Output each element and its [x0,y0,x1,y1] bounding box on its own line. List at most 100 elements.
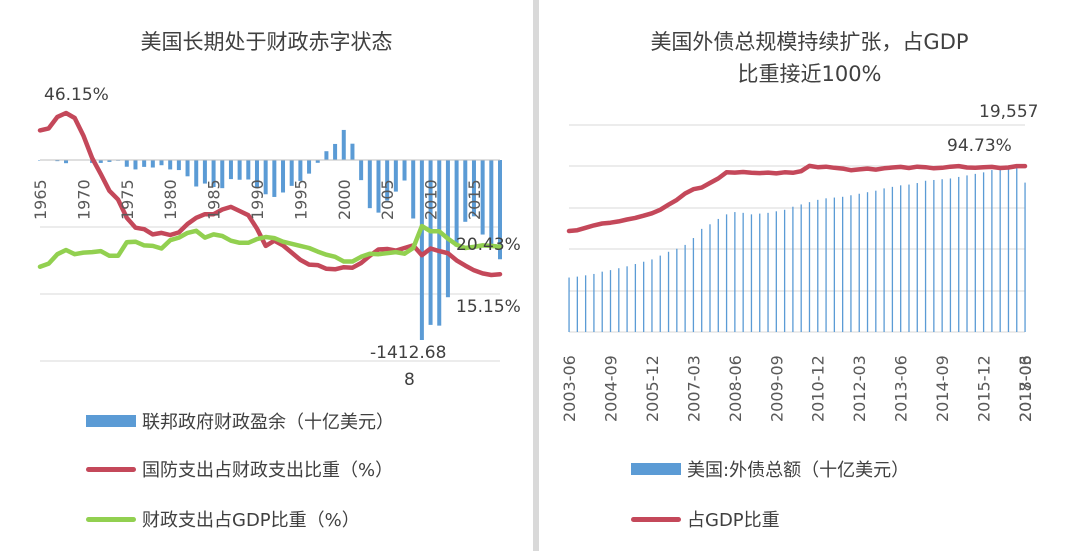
bar-external-debt [850,195,852,332]
bar-external-debt [808,202,811,332]
bar-external-debt [891,186,894,332]
bar-surplus [333,143,338,160]
bar-surplus [150,160,155,168]
chart-title-right-line2: 比重接近100% [737,62,882,86]
bar-external-debt [783,209,786,332]
line-spending-gdp [37,223,503,269]
chart-title-right-line1: 美国外债总规模持续扩张，占GDP [650,30,969,54]
bar-surplus [402,160,407,181]
bar-surplus [480,160,485,235]
data-label-spending-gdp-end: 20.43% [456,235,521,255]
bar-external-debt [584,275,587,332]
legend-item-external-debt: 美国:外债总额（十亿美元） [631,456,909,482]
bar-external-debt [991,170,993,332]
bar-external-debt [800,204,802,332]
bar-surplus [315,160,320,163]
legend-swatch-spending-gdp [86,516,136,522]
bar-external-debt [966,175,968,332]
legend-label-surplus: 联邦政府财政盈余（十亿美元） [142,412,394,433]
data-label-ratio-end: 94.73% [947,136,1012,156]
bar-external-debt [833,197,836,332]
bar-surplus [246,160,251,180]
bar-external-debt [767,212,769,332]
bar-surplus [411,160,416,219]
bar-surplus [307,160,312,174]
bar-external-debt [701,228,703,332]
bar-external-debt [609,270,612,332]
x-tick-label-right: 2018-06 [1016,355,1035,422]
x-tick-label-right: 2005-12 [643,355,662,422]
bar-external-debt [1007,167,1010,332]
legend-label-defense: 国防支出占财政支出比重（%） [142,460,394,481]
bar-surplus [324,151,329,160]
bar-external-debt [900,185,902,332]
x-tick-label-left: 1990 [248,179,267,220]
bar-external-debt [568,277,570,332]
x-tick-label-left: 1975 [118,179,137,220]
bar-external-debt [576,276,578,332]
x-tick-label-right: 2014-09 [933,355,952,422]
bar-external-debt [949,178,952,332]
bar-surplus [133,160,138,170]
chart-title-left: 美国长期处于财政赤字状态 [140,30,393,54]
x-tick-label-right: 2007-03 [684,355,703,422]
x-tick-label-right: 2017-03 [1016,355,1035,422]
bar-external-debt [709,224,711,332]
legend-label-external-debt: 美国:外债总额（十亿美元） [687,460,910,481]
bar-surplus [228,160,233,180]
x-tick-label-right: 2003-06 [560,355,579,422]
bar-surplus [298,160,303,181]
bar-surplus [393,160,398,192]
bar-external-debt [734,212,736,332]
x-tick-label-right: 2008-06 [726,355,745,422]
bar-surplus [289,160,294,186]
x-tick-label-right: 2004-09 [601,355,620,422]
bar-external-debt [842,196,844,332]
legend-item-surplus: 联邦政府财政盈余（十亿美元） [86,408,394,434]
legend-label-debt-gdp: 占GDP比重 [687,510,780,531]
x-tick-label-left: 1965 [31,179,50,220]
bar-surplus [254,160,259,189]
data-label-min-surplus: -1412.68 [370,343,446,363]
bar-external-debt [875,190,877,332]
bar-surplus [385,160,390,201]
bar-surplus [194,160,199,187]
x-tick-label-left: 1985 [205,179,224,220]
bar-external-debt [933,179,935,332]
bar-surplus [419,160,424,340]
bar-external-debt [634,264,637,332]
legend-label-spending-gdp: 财政支出占GDP比重（%） [142,510,360,531]
bar-surplus [185,160,190,177]
bar-external-debt [717,218,719,332]
bar-external-debt [593,273,595,332]
x-tick-label-left: 1995 [291,179,310,220]
bar-surplus [428,160,433,325]
x-tick-label-left: 1980 [161,179,180,220]
bar-surplus [176,160,181,171]
bar-surplus [376,160,381,213]
legend-item-spending-gdp: 财政支出占GDP比重（%） [86,506,360,532]
bar-external-debt [916,183,918,332]
x-tick-label-right: 2015-12 [975,355,994,422]
bar-external-debt [601,271,603,332]
bar-external-debt [759,213,761,332]
bar-surplus [463,160,468,222]
chart-right-svg: 2003-06 2004-09 2005-12 2007-03 2008-06 2009-… [560,102,1038,422]
legend-swatch-external-debt [631,463,681,475]
bar-external-debt [866,192,869,332]
data-label-debt-end: 19,557 [979,102,1038,122]
bar-external-debt [1016,167,1018,332]
bar-surplus [445,160,450,298]
bar-surplus [55,160,60,162]
bar-external-debt [1024,182,1026,332]
line-debt-gdp [566,163,1028,234]
bar-surplus [341,129,346,160]
bar-external-debt [924,180,927,332]
x-tick-label-right: 2012-03 [850,355,869,422]
bar-surplus [202,160,207,184]
x-tick-label-left: 1970 [74,179,93,220]
legend-item-debt-gdp: 占GDP比重 [631,506,780,532]
bar-external-debt [982,172,985,332]
x-tick-label-right: 2010-12 [809,355,828,422]
x-tick-label-left: 2010 [422,179,441,220]
